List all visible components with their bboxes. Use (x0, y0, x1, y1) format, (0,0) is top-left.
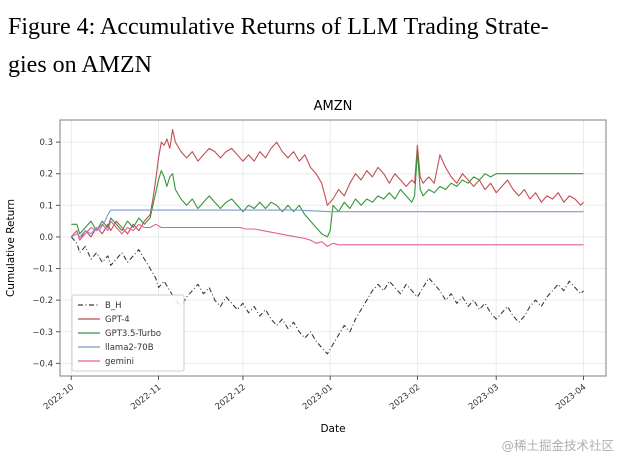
legend-label-GPT-4: GPT-4 (105, 315, 130, 325)
amzn-cumulative-returns-chart: 2022-10 2022-11 2022-12 2023-01 2023-02 2023-… (5, 99, 607, 435)
y-tick-label: −0.1 (32, 265, 53, 275)
series-line-GPT3.5-Turbo (71, 151, 584, 238)
caption-line-2: gies on AMZN (8, 52, 152, 78)
y-tick-label: 0.0 (39, 233, 53, 243)
y-tick-label: 0.3 (39, 138, 53, 148)
y-axis-label: Cumulative Return (5, 199, 17, 297)
plot-border (59, 119, 607, 377)
legend-label-B_H: B_H (105, 301, 121, 311)
x-tick-label: 2023-04 (554, 382, 588, 412)
x-tick-label: 2022-11 (129, 382, 163, 412)
x-tick-label: 2023-03 (467, 382, 501, 412)
y-tick-label: −0.4 (32, 359, 53, 369)
watermark: @稀土掘金技术社区 (501, 438, 614, 453)
caption-line-1: Figure 4: Accumulative Returns of LLM Tr… (8, 14, 549, 40)
figure-caption: Figure 4: Accumulative Returns of LLM Tr… (0, 0, 622, 84)
x-tick-label: 2022-12 (214, 382, 248, 412)
x-axis-label: Date (320, 423, 345, 435)
x-tick-label: 2022-10 (42, 382, 76, 412)
y-tick-label: 0.2 (39, 170, 53, 180)
y-tick-label: 0.1 (39, 201, 53, 211)
legend-label-GPT3.5-Turbo: GPT3.5-Turbo (105, 329, 161, 339)
chart-title: AMZN (314, 99, 353, 114)
y-tick-label: −0.3 (32, 328, 53, 338)
series-line-GPT-4 (70, 128, 584, 241)
series-line-gemini (70, 220, 584, 247)
series-line-llama2-70B (71, 209, 584, 238)
legend-label-llama2-70B: llama2-70B (105, 343, 154, 353)
series-line-B_H (70, 236, 584, 355)
x-tick-label: 2023-02 (388, 382, 422, 412)
y-tick-label: −0.2 (32, 296, 53, 306)
legend-box (71, 294, 185, 372)
legend-label-gemini: gemini (105, 357, 134, 367)
chart-area: 2022-10 2022-11 2022-12 2023-01 2023-02 2023-… (0, 88, 622, 456)
x-tick-label: 2023-01 (301, 382, 335, 412)
